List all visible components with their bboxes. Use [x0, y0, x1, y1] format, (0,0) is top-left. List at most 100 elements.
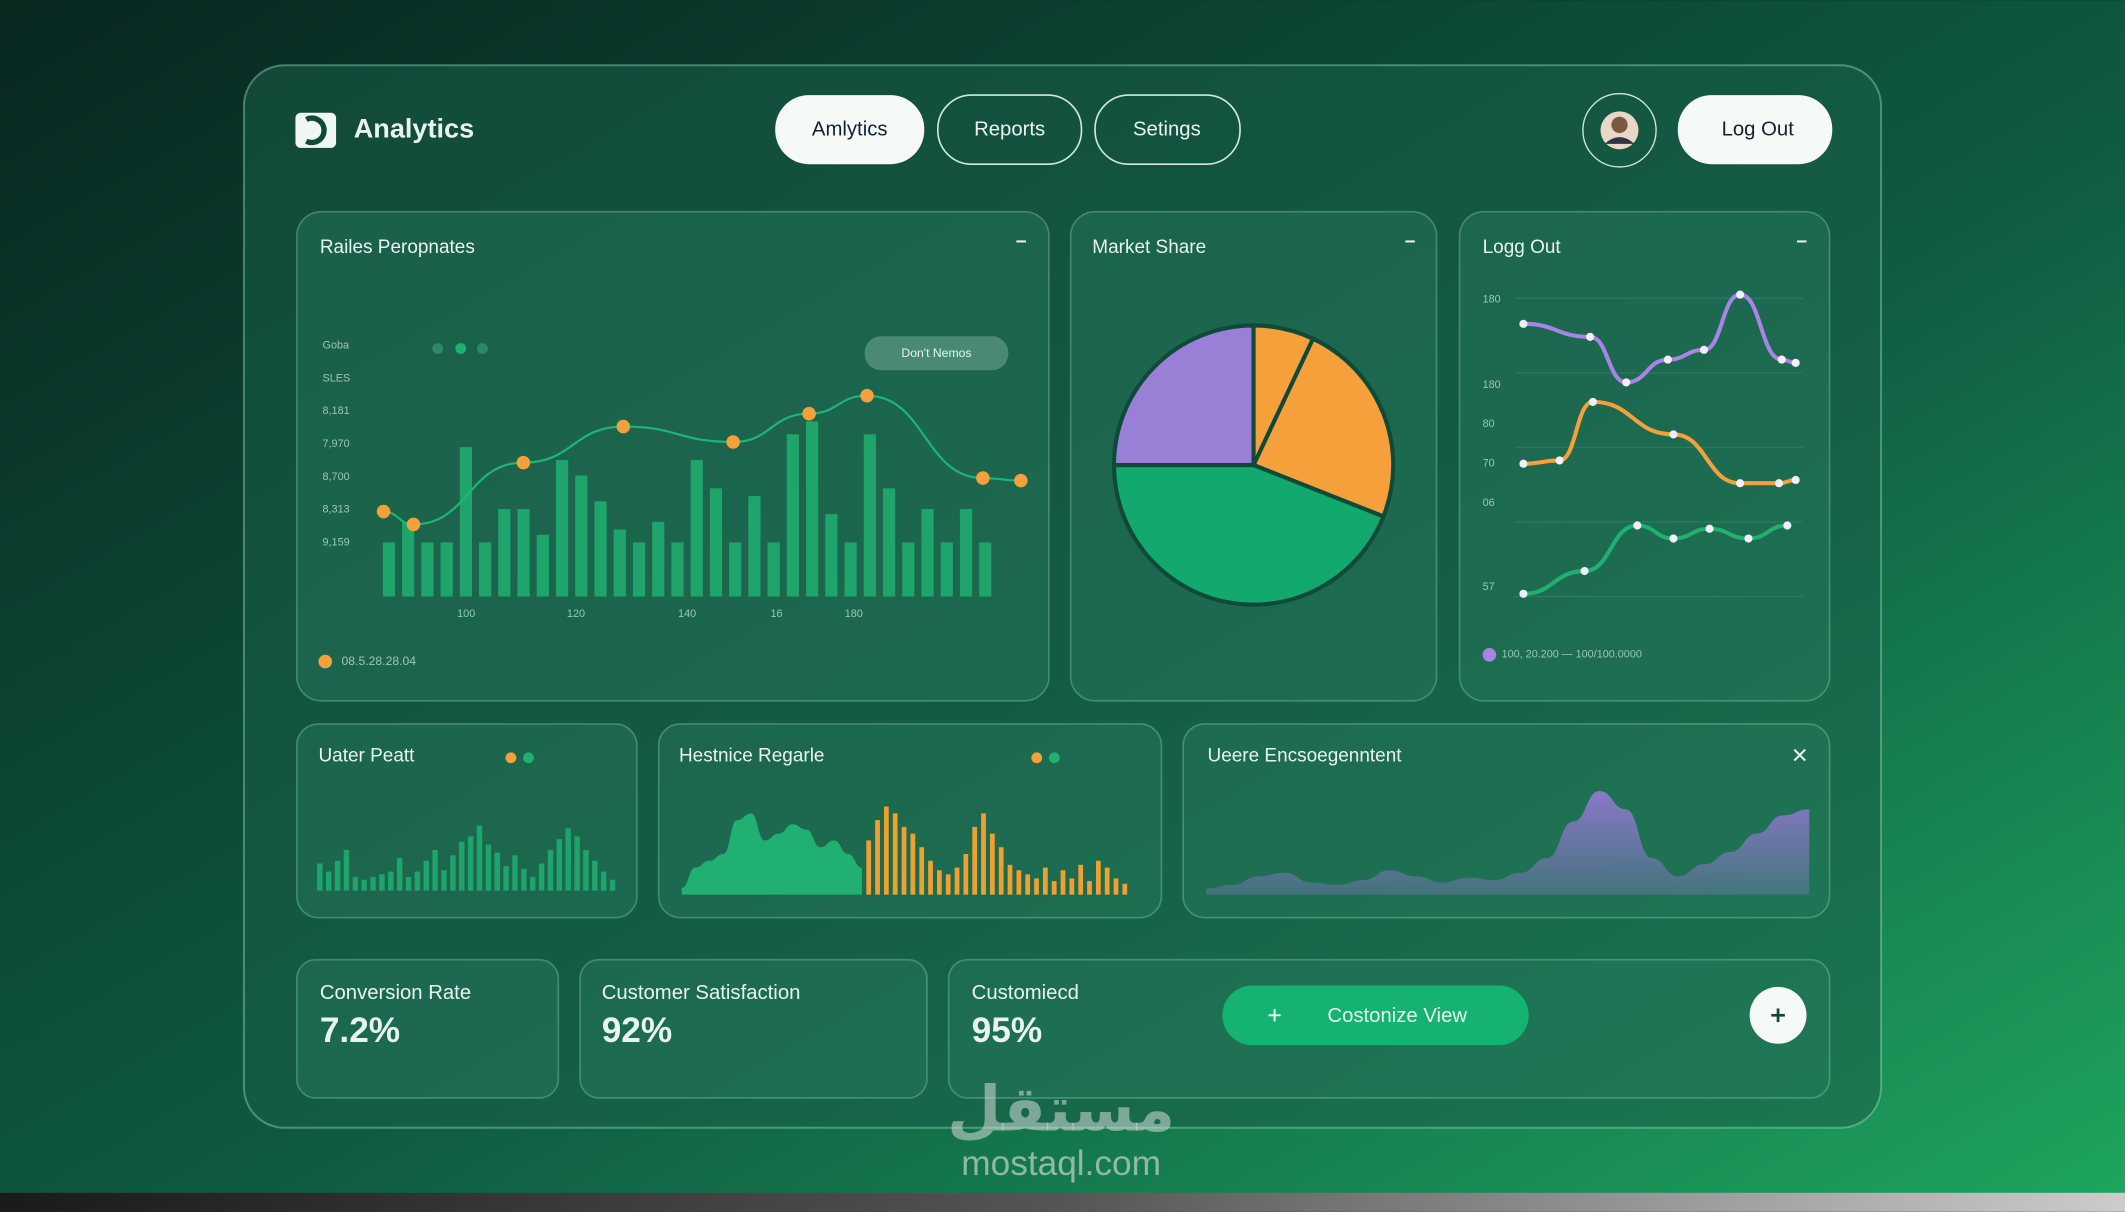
bar [902, 542, 915, 597]
line-point [1736, 479, 1745, 488]
bar [1007, 864, 1013, 895]
line-point [1586, 332, 1595, 341]
kpi-label: Customer Satisfaction [602, 982, 801, 1004]
line-point [802, 406, 816, 421]
logout-button[interactable] [1677, 95, 1833, 165]
line-point [1519, 589, 1528, 598]
minimize-icons[interactable] [1016, 240, 1807, 762]
bar [1087, 881, 1092, 895]
bar [919, 847, 925, 895]
area [1206, 790, 1810, 895]
bar [1122, 883, 1128, 895]
logout-label[interactable]: Log Out [1722, 119, 1795, 141]
bar [671, 542, 684, 597]
line-point [1777, 355, 1786, 364]
line-point [1519, 459, 1528, 468]
badge-label[interactable]: Don't Nemos [901, 346, 971, 360]
bar [825, 514, 838, 597]
bar [972, 826, 978, 895]
panel-title: Logg Out [1483, 237, 1562, 258]
bar [379, 874, 385, 891]
series-line [1523, 292, 1796, 385]
bar [748, 496, 761, 597]
bar [981, 813, 986, 895]
tab[interactable] [775, 95, 925, 165]
tab-label[interactable]: Amlytics [812, 119, 888, 141]
bar [1060, 870, 1066, 895]
bottom-strip [0, 1192, 2125, 1212]
line-point [1705, 524, 1714, 533]
pie-slice [1111, 323, 1256, 468]
watermark: mostaql.com [961, 1144, 1161, 1183]
bar [574, 836, 580, 891]
bar [767, 542, 780, 597]
bar [556, 839, 563, 891]
bar [594, 501, 607, 597]
bar [844, 542, 857, 597]
bar [863, 434, 876, 597]
kpi-card [579, 958, 928, 1099]
bar [910, 833, 916, 895]
bar [806, 421, 819, 597]
tab-label[interactable]: Setings [1133, 119, 1201, 141]
line-point [1791, 475, 1800, 485]
kpi-value: 92% [602, 1011, 672, 1050]
bar [1016, 870, 1022, 895]
bar [538, 863, 545, 891]
panel [1182, 723, 1831, 919]
bar [928, 860, 933, 895]
badge[interactable] [864, 336, 1009, 371]
plus-icon[interactable] [1268, 1009, 1281, 1022]
line-point [860, 388, 874, 403]
bar [866, 840, 872, 895]
axis-label: 8,181 [323, 405, 350, 417]
axis-label: SLES [323, 372, 351, 384]
axis-label: 7,970 [323, 438, 350, 450]
kpi-label: Customiecd [972, 982, 1079, 1004]
line-point [616, 419, 631, 434]
axis-label: 8,700 [323, 471, 350, 483]
axis-label: 180 [1483, 294, 1501, 306]
line-point [376, 504, 391, 519]
avatar[interactable] [1600, 111, 1639, 150]
bar [690, 460, 703, 597]
tab-label[interactable]: Reports [974, 119, 1045, 141]
watermark: مستقل [947, 1076, 1175, 1145]
line-point [1622, 378, 1631, 387]
bar [613, 529, 626, 597]
bar [352, 877, 359, 891]
avatar-ring[interactable] [1582, 93, 1657, 168]
axis-label: 70 [1483, 458, 1495, 470]
bar [388, 871, 394, 891]
bar [555, 460, 569, 597]
tab[interactable] [937, 94, 1083, 166]
bar [575, 475, 588, 597]
line-point [1699, 345, 1709, 354]
line-point [1519, 319, 1528, 328]
bar [441, 870, 447, 891]
bar [892, 813, 898, 895]
line-point [1663, 355, 1672, 364]
bar [512, 855, 518, 891]
bar [565, 828, 571, 891]
bar [709, 488, 723, 597]
panel-title: Uater Peatt [318, 745, 415, 766]
tab[interactable] [1094, 94, 1241, 166]
add-icon[interactable] [1771, 1008, 1785, 1023]
line-point [1014, 473, 1028, 488]
bar [954, 867, 960, 895]
bar [936, 870, 942, 895]
bar [940, 542, 953, 597]
line-point [1774, 479, 1784, 488]
pie-slice [1250, 336, 1396, 520]
bar [325, 871, 332, 891]
bar [1034, 878, 1039, 895]
bar [547, 849, 554, 891]
bar [875, 820, 880, 895]
action-label[interactable]: Costonize View [1327, 1005, 1467, 1027]
panel-title: Hestnice Regarle [679, 745, 824, 766]
line-point [516, 455, 531, 470]
axis-label: 100 [457, 608, 475, 620]
action-button[interactable] [1222, 985, 1529, 1046]
